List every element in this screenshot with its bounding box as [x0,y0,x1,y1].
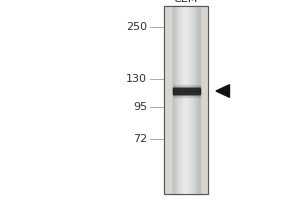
Bar [175,6,176,194]
Bar [192,6,193,194]
Polygon shape [216,85,230,97]
Bar [172,90,200,95]
Bar [172,85,200,91]
Bar [178,6,179,194]
Text: CEM: CEM [174,0,198,4]
Bar [197,6,198,194]
Bar [185,6,186,194]
Bar [182,6,183,194]
Bar [183,6,184,194]
Bar [193,6,194,194]
Text: 130: 130 [126,74,147,84]
Text: 250: 250 [126,22,147,32]
Bar [189,6,190,194]
Bar [188,6,189,194]
Bar [194,6,195,194]
Bar [198,6,199,194]
Bar [179,6,180,194]
Bar [172,87,200,92]
Bar [180,6,181,194]
Bar [174,6,175,194]
Bar [164,6,208,194]
Bar [191,6,192,194]
Bar [172,6,173,194]
Bar [173,6,174,194]
Bar [176,6,177,194]
Text: 72: 72 [133,134,147,144]
Bar [190,6,191,194]
Text: 95: 95 [133,102,147,112]
Bar [172,91,200,97]
Bar [181,6,182,194]
Bar [187,6,188,194]
Bar [186,6,187,194]
Bar [164,6,208,194]
Bar [172,88,200,94]
Bar [196,6,197,194]
Bar [177,6,178,194]
Bar [195,6,196,194]
Bar [184,6,185,194]
Bar [199,6,200,194]
